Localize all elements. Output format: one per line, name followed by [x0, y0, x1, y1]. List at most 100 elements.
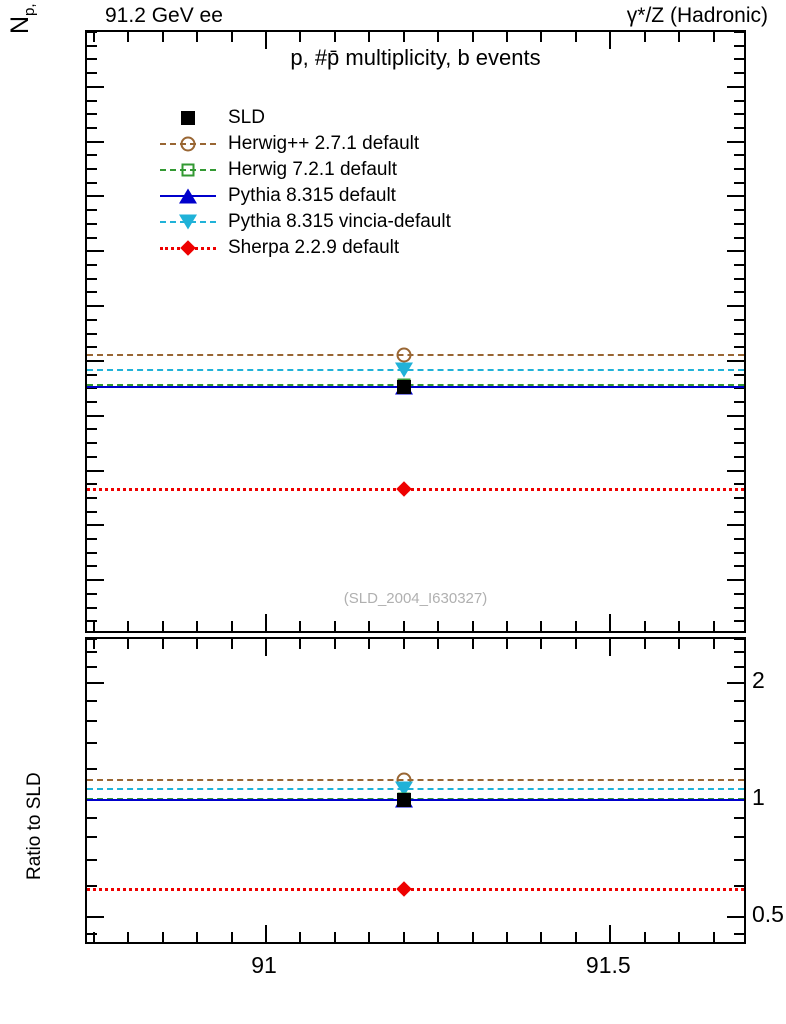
x-axis-tick-minor	[230, 32, 233, 42]
y-axis-tick-minor	[734, 551, 744, 554]
y-axis-tick-minor	[87, 496, 97, 499]
x-axis-tick-minor	[678, 621, 681, 631]
y-axis-tick-minor	[87, 620, 97, 623]
legend-row: Herwig 7.2.1 default	[160, 157, 451, 183]
y-axis-tick-major	[727, 682, 744, 685]
data-point-data	[396, 379, 411, 394]
y-axis-tick-minor	[734, 209, 744, 212]
y-axis-tick-minor	[734, 496, 744, 499]
legend-label: Herwig++ 2.7.1 default	[228, 133, 420, 154]
x-axis-tick-minor	[333, 621, 336, 631]
x-axis-tick-minor	[437, 639, 440, 649]
legend-row: Pythia 8.315 default	[160, 183, 451, 209]
legend-label: Pythia 8.315 default	[228, 185, 396, 206]
y-axis-tick-minor	[734, 263, 744, 266]
y-axis-tick-minor	[734, 768, 744, 771]
legend-key-marker	[179, 188, 197, 204]
y-axis-tick-minor	[87, 510, 97, 513]
x-axis-tick-minor	[161, 621, 164, 631]
y-axis-tick-minor	[87, 455, 97, 458]
y-axis-tick-minor	[734, 428, 744, 431]
y-axis-tick-minor	[734, 401, 744, 404]
legend-label: Sherpa 2.2.9 default	[228, 237, 400, 258]
x-axis-tick-minor	[471, 932, 474, 942]
y-axis-tick-minor	[87, 836, 97, 839]
y-axis-tick-minor	[734, 719, 744, 722]
series-line-pythia-default	[87, 386, 744, 389]
data-point-data	[396, 792, 411, 807]
y-axis-tick-minor	[734, 44, 744, 47]
y-axis-title: Np, #p̄	[6, 0, 38, 34]
y-axis-tick-minor	[87, 236, 97, 239]
y-axis-tick-minor	[87, 168, 97, 171]
legend-row: Sherpa 2.2.9 default	[160, 235, 451, 261]
y-axis-tick-minor	[87, 44, 97, 47]
legend-key-marker	[181, 163, 195, 177]
y-axis-tick-minor	[734, 32, 744, 33]
x-axis-tick-major	[609, 32, 612, 49]
x-axis-tick-minor	[196, 621, 199, 631]
y-axis-tick-major	[87, 915, 104, 918]
x-axis-tick-minor	[471, 32, 474, 42]
y-axis-tick-major	[727, 140, 744, 143]
legend-key-line	[160, 169, 216, 171]
y-axis-tick-minor	[734, 154, 744, 157]
y-axis-tick-minor	[87, 933, 97, 936]
y-axis-tick-major	[727, 305, 744, 308]
y-axis-tick-minor	[87, 263, 97, 266]
y-axis-tick-major	[87, 85, 104, 88]
x-axis-tick-minor	[161, 32, 164, 42]
y-axis-tick-minor	[734, 277, 744, 280]
x-axis-tick-minor	[368, 621, 371, 631]
y-axis-tick-minor	[87, 442, 97, 445]
legend-key-marker	[179, 214, 197, 230]
x-axis-tick-major	[265, 925, 268, 942]
legend-key-marker	[180, 136, 196, 152]
x-axis-tick-minor	[402, 932, 405, 942]
y-axis-tick-minor	[734, 373, 744, 376]
y-axis-tick-minor	[734, 346, 744, 349]
x-axis-tick-minor	[196, 932, 199, 942]
x-axis-tick-minor	[643, 932, 646, 942]
y-axis-tick-minor	[87, 401, 97, 404]
y-axis-tick-minor	[734, 620, 744, 623]
y-axis-tick-major	[727, 915, 744, 918]
x-axis-tick-minor	[402, 32, 405, 42]
y-axis-tick-minor	[87, 222, 97, 225]
x-axis-tick-minor	[127, 32, 130, 42]
legend-label: Herwig 7.2.1 default	[228, 159, 397, 180]
x-axis-tick-minor	[92, 32, 95, 42]
x-axis-tick-minor	[471, 639, 474, 649]
y-axis-tick-minor	[734, 666, 744, 669]
y-axis-tick-minor	[734, 510, 744, 513]
y-axis-tick-minor	[734, 651, 744, 654]
header-process-label: γ*/Z (Hadronic)	[626, 4, 768, 27]
series-line-herwig7	[87, 797, 744, 800]
legend-key-sherpa	[160, 237, 216, 259]
x-axis-tick-minor	[230, 639, 233, 649]
y-axis-tick-minor	[87, 551, 97, 554]
legend-key-pythia-default	[160, 185, 216, 207]
x-axis-tick-major	[609, 925, 612, 942]
y-axis-tick-minor	[734, 565, 744, 568]
x-axis-tick-minor	[333, 32, 336, 42]
y-axis-tick-major	[727, 359, 744, 362]
x-axis-tick-minor	[540, 639, 543, 649]
x-axis-tick-minor	[540, 621, 543, 631]
x-axis-tick-minor	[92, 932, 95, 942]
y-axis-tick-minor	[87, 373, 97, 376]
series-line-pythia-vincia	[87, 787, 744, 790]
y-axis-tick-minor	[87, 719, 97, 722]
x-axis-tick-minor	[368, 932, 371, 942]
header-beam-label: 91.2 GeV ee	[105, 4, 223, 27]
x-axis-tick-minor	[437, 932, 440, 942]
y-axis-tick-major	[727, 469, 744, 472]
y-axis-tick-minor	[734, 181, 744, 184]
x-axis-tick-minor	[299, 32, 302, 42]
ratio-axis-title: Ratio to SLD	[24, 772, 45, 880]
y-axis-tick-minor	[734, 606, 744, 609]
series-line-herwigpp	[87, 354, 744, 357]
y-axis-tick-minor	[734, 884, 744, 887]
y-axis-tick-major	[87, 195, 104, 198]
ratio-plot-panel	[85, 637, 746, 944]
